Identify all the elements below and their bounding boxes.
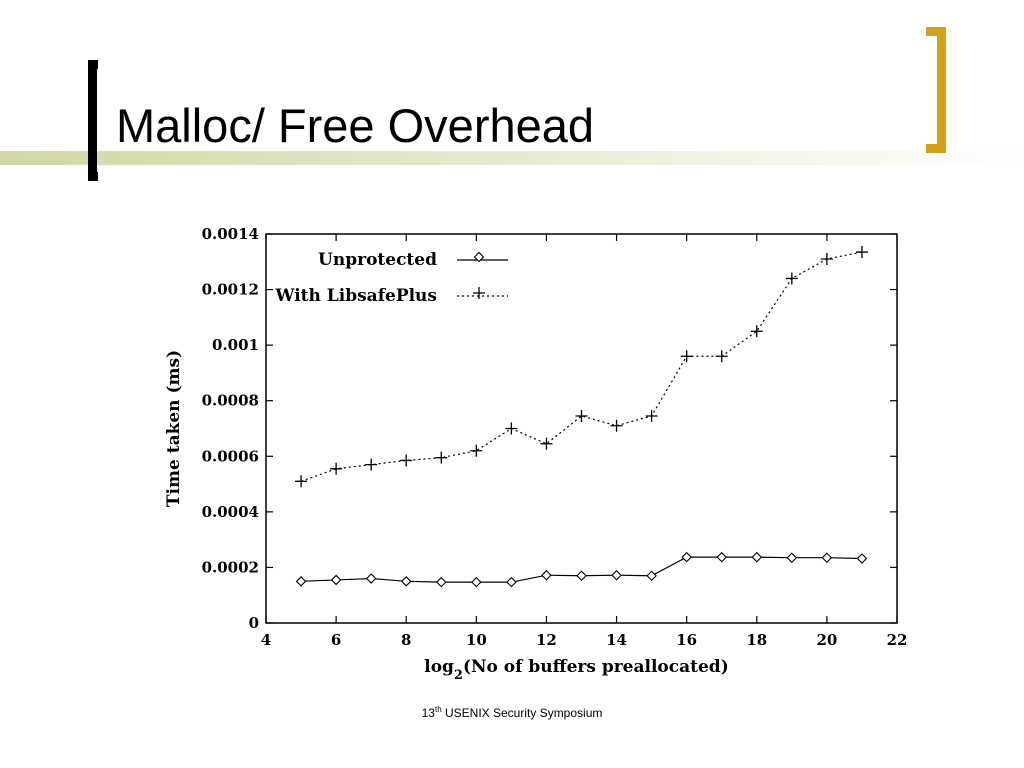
data-point-series-2 [435, 451, 448, 464]
data-point-series-2 [575, 409, 588, 422]
legend-label: Unprotected [318, 250, 437, 270]
data-point-series-1 [611, 569, 622, 581]
x-axis-label: log2(No of buffers preallocated) [424, 657, 729, 683]
x-tick-label: 8 [401, 631, 411, 649]
data-point-series-2 [365, 458, 378, 471]
y-tick-label: 0.0004 [202, 503, 259, 521]
legend-label: With LibsafePlus [274, 286, 437, 306]
x-tick-label: 12 [536, 631, 557, 649]
footer-text: USENIX Security Symposium [441, 706, 603, 720]
footer-ordinal-suffix: th [434, 705, 442, 714]
y-tick-label: 0.0014 [202, 225, 259, 243]
data-point-series-1 [786, 552, 798, 563]
data-point-series-1 [646, 570, 657, 582]
data-point-series-2 [295, 475, 308, 488]
data-point-series-1 [576, 570, 587, 582]
data-point-series-1 [471, 576, 482, 588]
data-point-series-1 [856, 553, 868, 564]
data-point-series-1 [295, 576, 307, 587]
y-tick-label: 0 [249, 614, 259, 632]
title-band [0, 151, 1024, 165]
footer-number: 13 [421, 706, 435, 720]
data-point-series-1 [365, 573, 377, 584]
data-point-series-2 [680, 350, 693, 363]
y-tick-label: 0.0002 [202, 558, 259, 576]
y-axis-label: Time taken (ms) [164, 350, 184, 507]
legend-marker [473, 287, 485, 299]
x-tick-label: 10 [466, 631, 487, 649]
data-point-series-2 [610, 419, 623, 432]
data-point-series-1 [436, 576, 447, 588]
data-point-series-1 [330, 574, 342, 586]
data-point-series-2 [505, 422, 518, 435]
data-point-series-1 [716, 551, 727, 563]
data-point-series-1 [400, 576, 412, 587]
data-point-series-1 [751, 551, 763, 563]
data-point-series-1 [541, 569, 552, 581]
slide-title: Malloc/ Free Overhead [116, 99, 595, 152]
left-bracket-decoration [88, 60, 98, 181]
y-tick-label: 0.0012 [202, 281, 259, 299]
data-point-series-1 [821, 552, 833, 563]
right-bracket-decoration [926, 27, 946, 153]
plot-frame [265, 233, 898, 624]
data-point-series-2 [750, 325, 763, 338]
chart: 4 6 8 10 12 14 16 18 20 22 0 0.0002 0.0004 0.0006 0.00… [164, 225, 908, 683]
data-point-series-2 [540, 437, 553, 450]
y-tick-label: 0.0006 [202, 447, 259, 465]
x-tick-label: 6 [331, 631, 341, 649]
x-tick-label: 16 [676, 631, 697, 649]
series-line-2 [300, 251, 863, 482]
data-point-series-2 [470, 444, 483, 457]
x-tick-label: 18 [746, 631, 767, 649]
data-point-series-2 [330, 462, 343, 475]
data-point-series-2 [400, 454, 413, 467]
legend-marker [473, 251, 485, 263]
x-tick-label: 4 [261, 631, 271, 649]
x-tick-label: 14 [606, 631, 627, 649]
x-tick-label: 20 [816, 631, 837, 649]
data-point-series-2 [855, 246, 868, 259]
data-point-series-2 [645, 409, 658, 422]
data-point-series-2 [715, 350, 728, 363]
data-point-series-1 [506, 576, 517, 588]
y-tick-label: 0.001 [212, 336, 259, 354]
data-point-series-1 [681, 551, 692, 563]
data-point-series-2 [785, 272, 798, 285]
data-point-series-2 [820, 253, 833, 266]
x-tick-label: 22 [887, 631, 908, 649]
slide-footer: 13th USENIX Security Symposium [0, 705, 1024, 720]
y-tick-label: 0.0008 [202, 392, 259, 410]
